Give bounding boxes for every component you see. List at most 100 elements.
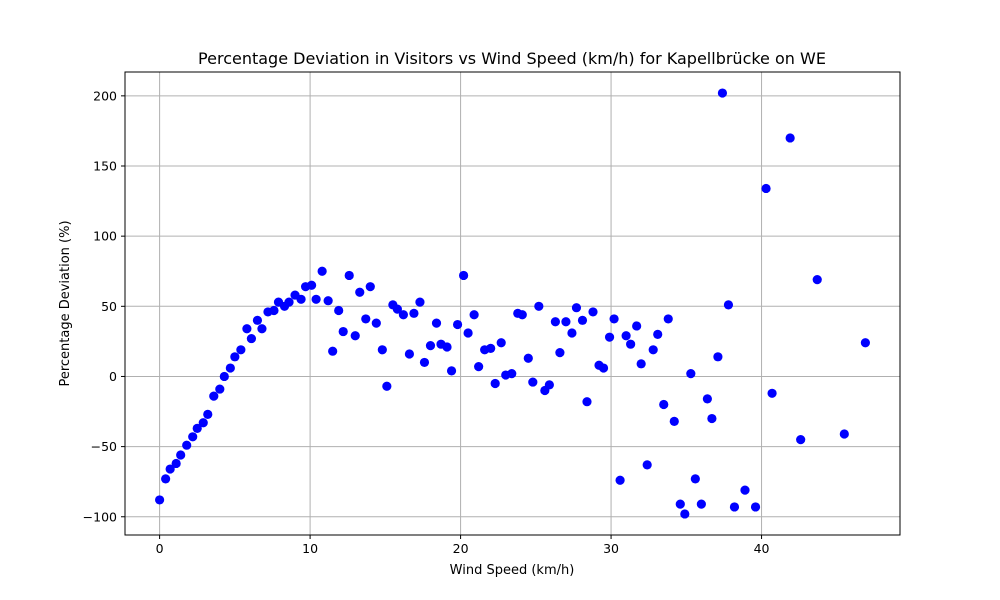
data-point	[236, 345, 246, 355]
data-point	[365, 282, 375, 292]
data-point	[702, 394, 712, 404]
data-point	[717, 88, 728, 98]
data-point	[534, 301, 544, 311]
data-point	[474, 362, 484, 372]
y-axis-label: Percentage Deviation (%)	[58, 220, 73, 386]
data-point	[750, 502, 761, 512]
data-point	[458, 270, 469, 281]
data-point	[469, 310, 479, 320]
data-point	[446, 366, 457, 376]
data-point	[409, 308, 419, 318]
data-point	[653, 329, 663, 339]
data-point	[696, 499, 706, 509]
x-tick-label: 0	[156, 541, 164, 556]
x-tick-label: 40	[754, 541, 770, 556]
axis-ticks: 0 10 20 30 40 −100 −50 0 50 100 150 200	[83, 88, 770, 556]
data-point	[165, 464, 175, 474]
data-point	[463, 328, 473, 338]
data-point	[284, 297, 294, 307]
data-point	[188, 432, 198, 442]
data-point	[550, 317, 560, 327]
data-point	[648, 345, 658, 355]
data-point	[686, 369, 696, 379]
data-point	[604, 332, 615, 342]
x-tick-label: 30	[603, 541, 619, 556]
y-tick-label: −50	[91, 439, 117, 454]
data-point	[161, 474, 171, 484]
data-point	[203, 409, 213, 419]
data-point	[225, 363, 235, 373]
data-point	[680, 509, 690, 519]
data-point	[442, 342, 452, 352]
data-point	[242, 324, 252, 334]
y-tick-label: −100	[83, 509, 117, 524]
data-point	[415, 297, 425, 307]
data-point	[344, 270, 354, 281]
y-tick-label: 150	[93, 159, 117, 174]
data-point	[371, 318, 381, 328]
data-point	[215, 384, 225, 394]
data-point	[296, 294, 306, 304]
data-point	[431, 318, 442, 328]
data-point	[269, 305, 279, 316]
y-tick-label: 50	[101, 299, 117, 314]
data-point	[452, 319, 463, 330]
data-point	[328, 346, 338, 356]
data-point	[577, 315, 588, 325]
data-point	[507, 369, 517, 379]
data-point	[517, 310, 527, 320]
data-point	[690, 474, 700, 484]
y-tick-label: 100	[93, 229, 117, 244]
data-point	[555, 348, 565, 358]
x-tick-label: 20	[453, 541, 469, 556]
data-point	[713, 352, 723, 362]
data-point	[209, 391, 219, 401]
data-point	[740, 485, 750, 495]
plot-frame	[124, 71, 901, 536]
data-point	[317, 266, 327, 276]
data-point	[176, 450, 186, 460]
chart-title: Percentage Deviation in Visitors vs Wind…	[198, 49, 826, 68]
data-point	[198, 418, 208, 428]
data-point	[307, 280, 317, 290]
data-point	[528, 377, 538, 387]
data-point	[155, 495, 165, 505]
data-point	[659, 399, 669, 410]
grid-lines	[125, 72, 900, 535]
data-point	[609, 314, 619, 324]
data-point	[192, 423, 202, 433]
data-points	[155, 88, 870, 519]
data-point	[361, 314, 371, 324]
data-point	[663, 314, 673, 324]
data-point	[257, 324, 267, 334]
data-point	[419, 357, 430, 368]
data-point	[544, 380, 554, 390]
data-point	[377, 345, 387, 355]
data-point	[311, 294, 321, 304]
data-point	[571, 303, 582, 313]
data-point	[490, 378, 500, 389]
data-point	[404, 349, 415, 359]
data-point	[615, 475, 625, 485]
data-point	[323, 296, 333, 306]
data-point	[398, 310, 408, 320]
data-point	[598, 363, 609, 373]
data-point	[767, 388, 777, 398]
data-point	[246, 333, 257, 344]
data-point	[350, 331, 360, 341]
data-point	[230, 352, 240, 362]
data-point	[588, 307, 598, 317]
y-tick-label: 0	[109, 369, 117, 384]
data-point	[642, 460, 652, 470]
data-point	[582, 397, 592, 407]
data-point	[723, 300, 734, 310]
data-point	[486, 343, 496, 353]
data-point	[785, 133, 795, 143]
data-point	[626, 339, 636, 349]
data-point	[496, 338, 506, 348]
data-point	[523, 353, 533, 363]
data-point	[632, 321, 642, 331]
data-point	[252, 315, 263, 325]
